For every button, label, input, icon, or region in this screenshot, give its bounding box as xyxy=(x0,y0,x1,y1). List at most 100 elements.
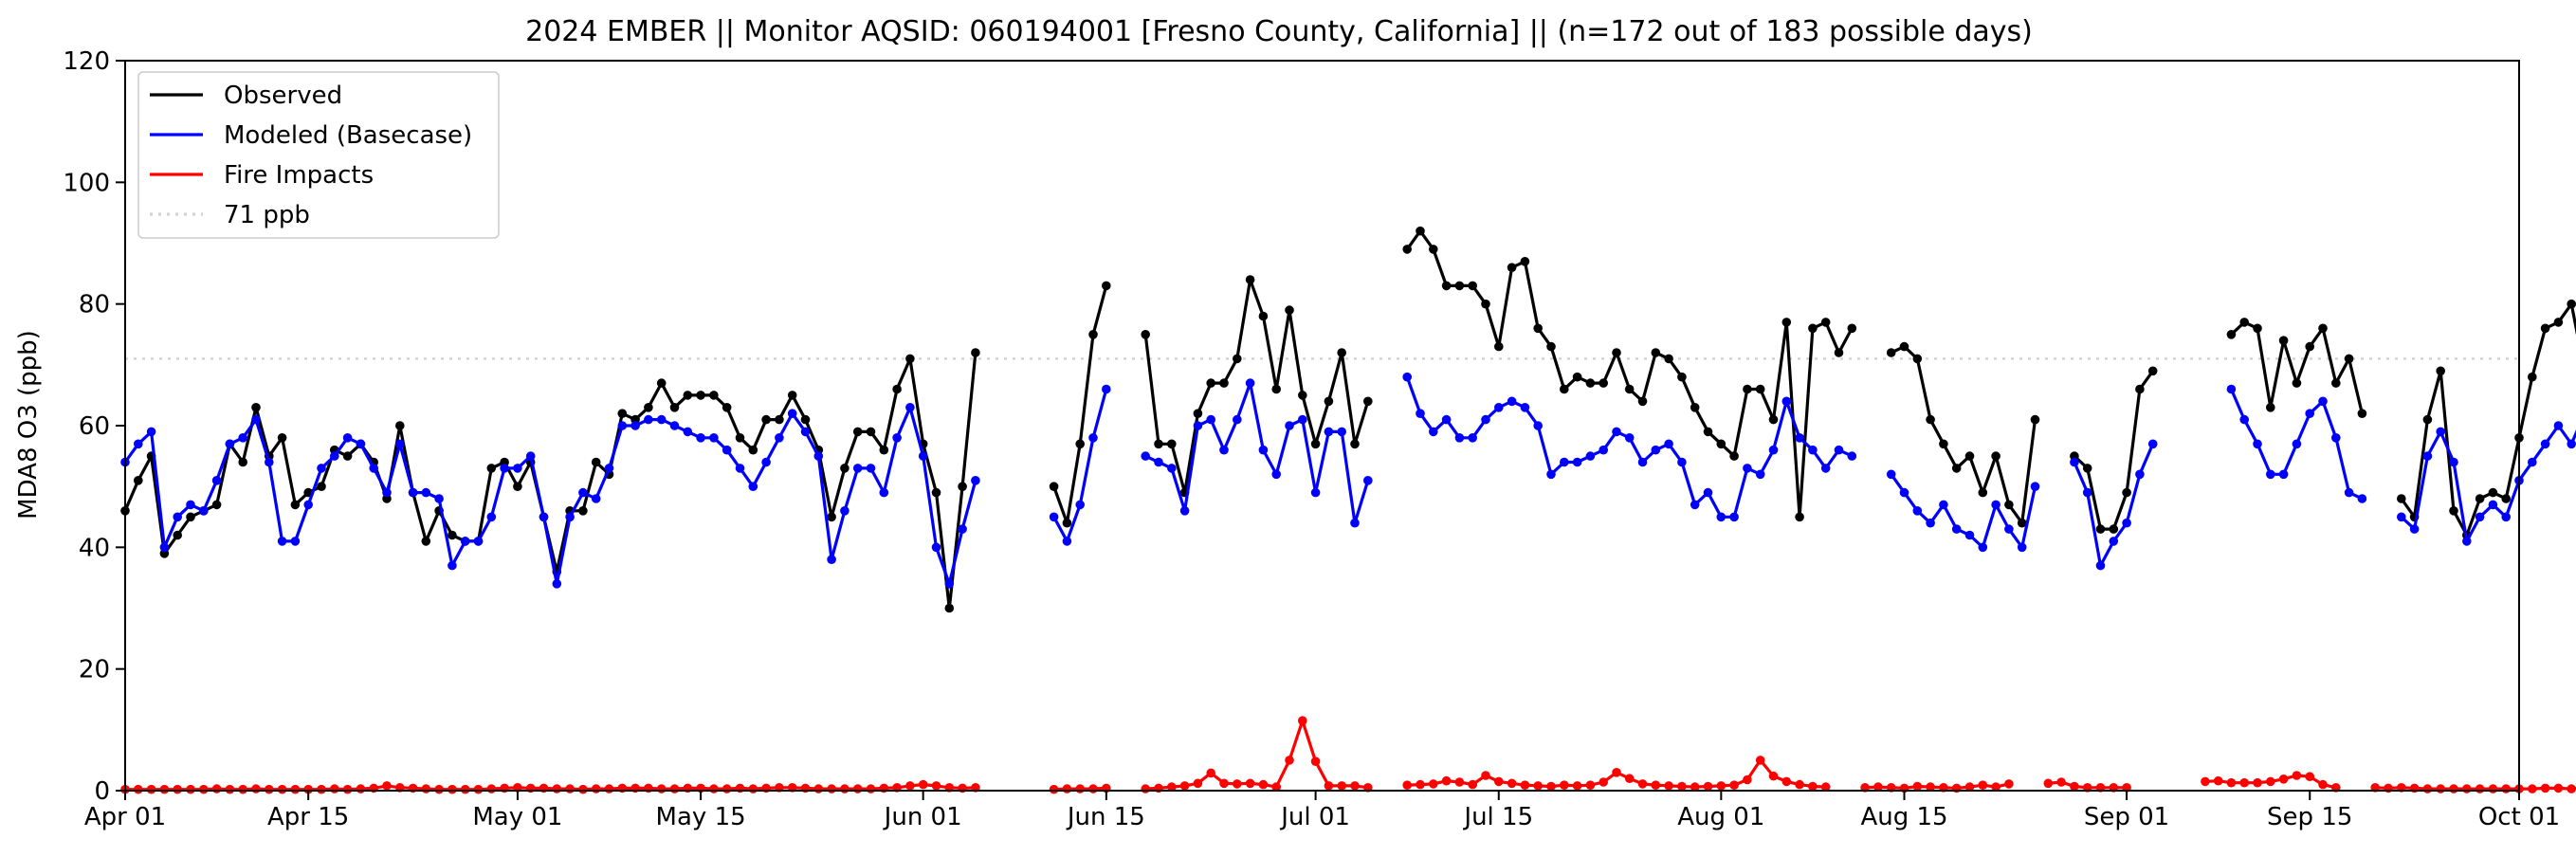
data-point xyxy=(1546,781,1556,792)
data-point xyxy=(1402,372,1412,382)
data-point xyxy=(1847,451,1857,461)
data-point xyxy=(1926,414,1935,425)
data-point xyxy=(1167,464,1177,473)
data-point xyxy=(630,421,640,430)
data-point xyxy=(1637,457,1648,467)
data-point xyxy=(2305,409,2314,419)
data-point xyxy=(905,403,915,412)
data-point xyxy=(2213,775,2223,786)
data-point xyxy=(460,784,470,794)
data-point xyxy=(1585,451,1596,461)
data-point xyxy=(2292,439,2302,449)
data-point xyxy=(892,433,902,443)
data-point xyxy=(1245,378,1255,388)
data-point xyxy=(892,384,902,394)
data-point xyxy=(2147,366,2158,376)
data-point xyxy=(1350,518,1360,528)
x-tick-label: Jun 15 xyxy=(1066,803,1145,831)
data-point xyxy=(1075,439,1085,449)
legend-label: 71 ppb xyxy=(224,201,310,229)
data-point xyxy=(1481,414,1490,425)
data-point xyxy=(199,784,209,794)
data-point xyxy=(1507,396,1517,407)
data-point xyxy=(2540,439,2550,449)
data-point xyxy=(866,784,876,793)
data-point xyxy=(1599,378,1608,388)
data-point xyxy=(2331,378,2341,388)
data-point xyxy=(1298,414,1307,425)
data-point xyxy=(2567,439,2576,449)
data-point xyxy=(303,784,314,794)
data-point xyxy=(1468,281,1477,291)
series-line xyxy=(1143,278,1370,495)
data-point xyxy=(2422,451,2433,461)
data-point xyxy=(1481,771,1490,780)
data-point xyxy=(827,555,836,564)
data-point xyxy=(1743,464,1752,473)
data-point xyxy=(448,530,457,540)
data-point xyxy=(1350,781,1360,791)
data-point xyxy=(696,433,705,443)
data-point xyxy=(931,542,941,553)
data-point xyxy=(918,779,928,790)
data-point xyxy=(186,500,195,510)
data-point xyxy=(617,421,628,430)
data-point xyxy=(1363,396,1373,407)
data-point xyxy=(1154,457,1163,467)
data-point xyxy=(931,487,941,498)
data-point xyxy=(1795,779,1804,790)
data-point xyxy=(2475,512,2485,522)
data-point xyxy=(277,433,287,443)
data-point xyxy=(2318,396,2328,407)
x-tick-label: Jun 01 xyxy=(883,803,962,831)
data-point xyxy=(1454,433,1465,443)
data-point xyxy=(1206,414,1215,425)
data-point xyxy=(1991,500,2001,510)
data-point xyxy=(251,414,261,425)
data-point xyxy=(1206,768,1215,778)
data-point xyxy=(500,464,509,473)
data-point xyxy=(1847,323,1857,334)
data-point xyxy=(840,784,850,793)
data-point xyxy=(683,427,693,437)
data-point xyxy=(1245,778,1255,789)
data-point xyxy=(1481,299,1490,309)
data-point xyxy=(1677,457,1687,467)
data-point xyxy=(617,409,628,419)
data-point xyxy=(696,391,705,400)
data-point xyxy=(369,464,379,473)
data-point xyxy=(866,464,876,473)
data-point xyxy=(173,784,182,794)
data-point xyxy=(604,464,614,473)
data-point xyxy=(1285,421,1294,430)
data-point xyxy=(852,464,863,473)
data-point xyxy=(1664,781,1673,791)
data-point xyxy=(1049,482,1059,491)
data-point xyxy=(2147,439,2158,449)
data-point xyxy=(1441,775,1452,786)
data-point xyxy=(1416,779,1425,790)
data-point xyxy=(290,537,301,546)
data-point xyxy=(2030,482,2040,491)
data-point xyxy=(1768,445,1779,455)
data-point xyxy=(317,784,326,794)
data-point xyxy=(1964,530,1975,540)
data-point xyxy=(408,487,418,498)
data-point xyxy=(813,784,824,793)
data-point xyxy=(356,784,366,793)
data-point xyxy=(2056,777,2066,787)
data-point xyxy=(1886,469,1896,480)
data-point xyxy=(1193,409,1203,419)
data-point xyxy=(1350,439,1360,449)
data-point xyxy=(552,579,562,589)
data-point xyxy=(1768,414,1779,425)
data-point xyxy=(604,784,614,793)
series-line xyxy=(1052,284,1108,525)
y-tick-label: 20 xyxy=(79,656,110,684)
data-point xyxy=(1075,500,1085,510)
data-point xyxy=(1560,384,1569,394)
data-point xyxy=(1912,354,1923,364)
data-point xyxy=(1258,779,1269,790)
data-point xyxy=(1154,439,1163,449)
data-point xyxy=(1402,245,1412,254)
